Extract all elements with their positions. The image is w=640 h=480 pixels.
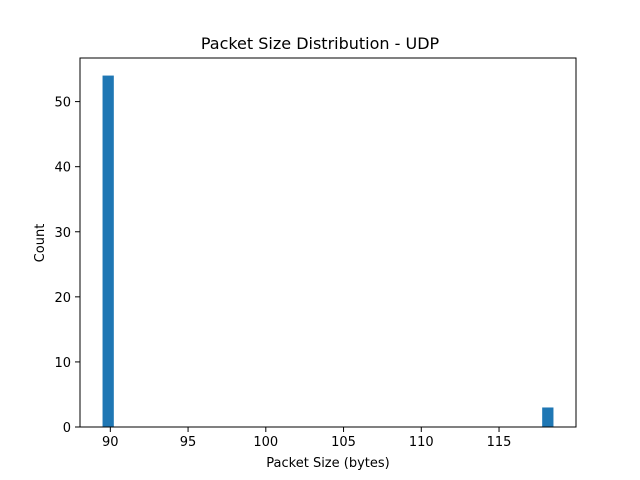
x-tick-label: 105	[331, 435, 356, 450]
y-tick-label: 30	[54, 226, 71, 241]
x-tick-label: 100	[253, 435, 278, 450]
axes-frame	[79, 57, 577, 428]
y-tick-label: 0	[63, 421, 71, 436]
bars-layer	[102, 75, 554, 428]
x-tick-label: 115	[487, 435, 512, 450]
y-tick-label: 10	[54, 356, 71, 371]
plot-area: 90 95 100 105 110 115 0 10 20 30 40 50	[54, 57, 577, 450]
y-axis-label: Count	[33, 224, 48, 263]
y-tick-label: 20	[54, 291, 71, 306]
y-tick-label: 40	[54, 161, 71, 176]
x-tick-label: 95	[180, 435, 197, 450]
histogram-bar-2	[542, 407, 554, 427]
x-tick-label: 90	[102, 435, 119, 450]
y-axis-ticks: 0 10 20 30 40 50	[54, 96, 80, 436]
x-tick-label: 110	[409, 435, 434, 450]
x-axis-ticks: 90 95 100 105 110 115	[102, 427, 511, 450]
histogram-bar-1	[102, 75, 114, 428]
chart-title: Packet Size Distribution - UDP	[201, 34, 440, 53]
y-tick-label: 50	[54, 96, 71, 111]
x-axis-label: Packet Size (bytes)	[266, 456, 389, 471]
axes-background	[80, 58, 576, 427]
